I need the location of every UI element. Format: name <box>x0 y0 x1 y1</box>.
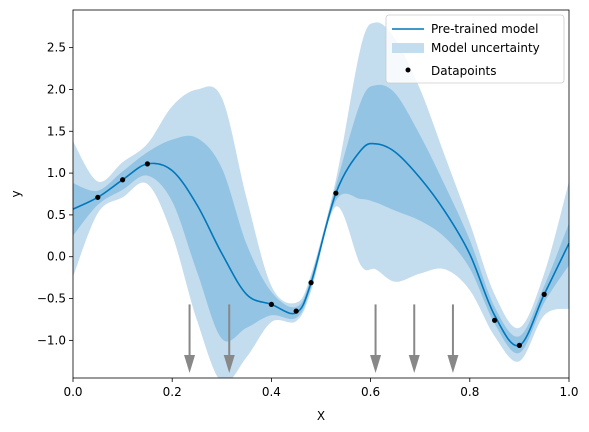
uncertainty-band-outer <box>73 22 569 378</box>
y-tick-label: −1.0 <box>37 333 66 347</box>
datapoint <box>120 177 126 183</box>
query-arrow-head <box>184 354 196 373</box>
query-arrow-head <box>223 354 235 373</box>
legend: Pre-trained model Model uncertainty Data… <box>385 14 565 84</box>
model-mean-line <box>73 142 569 347</box>
y-tick-label: 1.0 <box>47 166 66 180</box>
query-arrow-head <box>408 354 420 373</box>
query-arrow <box>447 304 459 373</box>
query-arrow <box>184 304 196 373</box>
query-arrows-layer <box>184 304 459 373</box>
uncertainty-band-inner <box>73 84 569 354</box>
query-arrow <box>223 304 235 373</box>
x-tick-label: 0.6 <box>361 385 380 399</box>
query-arrow-head <box>370 354 382 373</box>
x-tick-label: 0.0 <box>63 385 82 399</box>
query-arrow <box>370 304 382 373</box>
datapoint <box>308 280 314 286</box>
legend-label-model: Pre-trained model <box>431 22 539 36</box>
y-tick-label: 2.5 <box>47 41 66 55</box>
datapoint <box>516 342 523 348</box>
query-arrow <box>408 304 420 373</box>
datapoint <box>492 317 498 323</box>
datapoint <box>268 301 274 307</box>
y-tick-label: −0.5 <box>37 292 66 306</box>
y-tick-label: 0.5 <box>47 208 66 222</box>
y-tick-label: 2.0 <box>47 82 66 96</box>
legend-label-uncertainty: Model uncertainty <box>431 41 540 55</box>
legend-box <box>385 14 565 84</box>
legend-label-datapoints: Datapoints <box>431 64 497 78</box>
datapoint <box>144 161 150 167</box>
legend-band-swatch <box>392 43 424 53</box>
x-tick-label: 0.2 <box>163 385 182 399</box>
datapoint <box>293 308 299 314</box>
datapoint <box>95 194 101 200</box>
datapoint <box>541 291 547 297</box>
x-tick-label: 0.8 <box>460 385 479 399</box>
query-arrow-head <box>447 354 459 373</box>
datapoint <box>333 190 339 196</box>
y-ticks: −1.0 −0.5 0.0 0.5 1.0 1.5 2.0 2.5 <box>37 41 73 347</box>
plot-frame <box>72 9 570 379</box>
x-axis-label: X <box>317 409 325 423</box>
y-tick-label: 0.0 <box>47 250 66 264</box>
y-tick-label: 1.5 <box>47 124 66 138</box>
legend-dot-swatch <box>405 67 411 73</box>
x-ticks: 0.0 0.2 0.4 0.6 0.8 1.0 <box>63 378 579 399</box>
x-tick-label: 1.0 <box>559 385 578 399</box>
x-tick-label: 0.4 <box>262 385 281 399</box>
y-axis-label: y <box>9 190 23 197</box>
datapoints-layer <box>95 161 547 348</box>
